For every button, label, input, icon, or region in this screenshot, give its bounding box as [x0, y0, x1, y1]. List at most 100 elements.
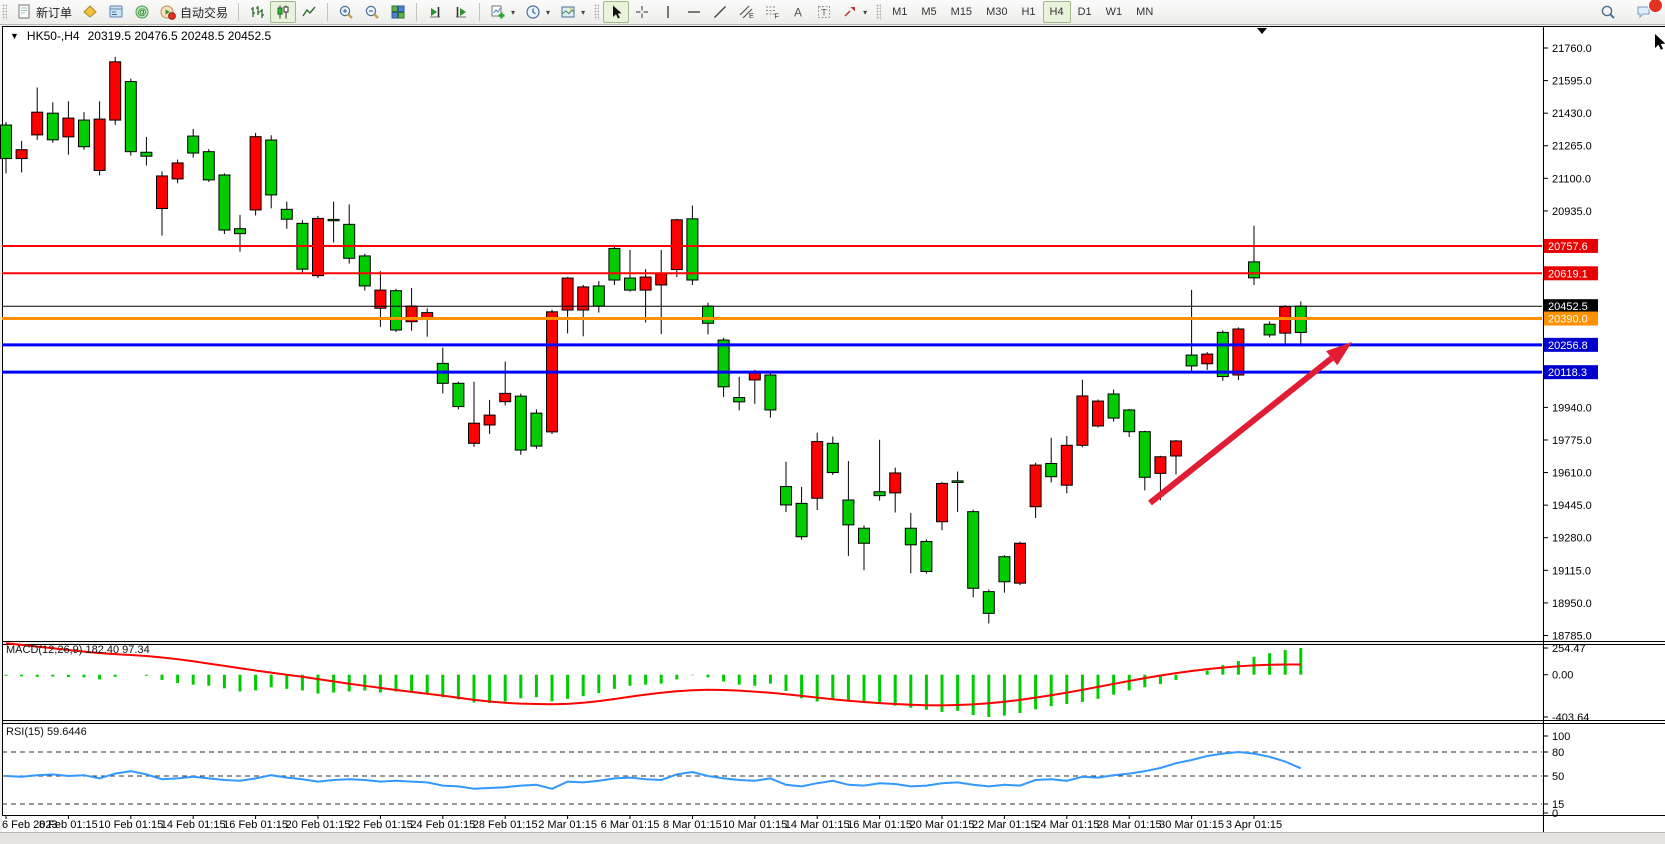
- candle-24: [374, 289, 387, 309]
- shift-group: [420, 0, 476, 24]
- timeframe-h4-button[interactable]: H4: [1042, 1, 1071, 23]
- one-click-trading-toggle[interactable]: ▼: [10, 31, 19, 41]
- auto-scroll-button[interactable]: [422, 1, 448, 23]
- chart-shift-marker[interactable]: [1257, 28, 1267, 34]
- line-chart-button[interactable]: [296, 1, 322, 23]
- rsi-scale-0: 100: [1552, 731, 1570, 743]
- timeframe-m30-button[interactable]: M30: [986, 6, 1008, 18]
- candle-55: [858, 527, 870, 544]
- indicators-button[interactable]: ▾: [485, 1, 520, 23]
- rsi-pane[interactable]: [2, 723, 1542, 815]
- rsi-name: RSI(15): [6, 726, 44, 738]
- timeframe-m5-button[interactable]: M5: [921, 6, 937, 18]
- candle-30: [468, 422, 480, 444]
- price-tick-10: 19280.0: [1552, 533, 1592, 545]
- line-label-box-3: [1544, 311, 1598, 326]
- cursor-button[interactable]: [603, 1, 630, 23]
- candle-73: [1138, 431, 1151, 478]
- toolbar-drag-handle[interactable]: [876, 4, 882, 20]
- autotrade-button-label: 自动交易: [180, 5, 229, 20]
- vertical-line-button[interactable]: [655, 1, 681, 23]
- chart-shift-button[interactable]: [448, 1, 474, 23]
- timeframe-m1-button[interactable]: M1: [892, 6, 908, 18]
- channel-button[interactable]: E: [733, 1, 759, 23]
- candle-67: [1045, 462, 1058, 478]
- line-label-1: 20619.1: [1548, 268, 1588, 280]
- price-tick-13: 18785.0: [1552, 630, 1592, 642]
- candle-14: [218, 174, 231, 231]
- price-scale-column[interactable]: [1544, 26, 1665, 832]
- rsi-scale-3: 15: [1552, 799, 1564, 811]
- price-scale-labels[interactable]: 21760.0 21595.0 21430.0 21265.0 21100.0 20935…: [1543, 43, 1598, 820]
- fibonacci-button[interactable]: F: [759, 1, 785, 23]
- label-button[interactable]: T: [811, 1, 837, 23]
- periods-button[interactable]: ▾: [520, 1, 555, 23]
- autotrade-button[interactable]: 自动交易: [155, 1, 233, 23]
- search-button[interactable]: [1595, 1, 1621, 23]
- main-chart-pane[interactable]: [2, 26, 1542, 641]
- candle-64: [998, 556, 1011, 583]
- toolbar-drag-handle[interactable]: [594, 4, 600, 20]
- templates-button[interactable]: ▾: [555, 1, 590, 23]
- candle-75: [1170, 440, 1182, 457]
- dropdown-caret-icon: ▾: [511, 7, 516, 17]
- market-watch-button[interactable]: [103, 1, 129, 23]
- macd-series: [4, 642, 1303, 717]
- price-tick-3: 21265.0: [1552, 141, 1592, 153]
- timeframe-w1-button[interactable]: W1: [1105, 6, 1123, 18]
- macd-pane[interactable]: [2, 644, 1542, 720]
- time-label-10: 6 Mar 01:15: [601, 819, 660, 831]
- rsi-scale-2: 50: [1552, 771, 1564, 783]
- trend-arrow-annotation[interactable]: [1148, 342, 1352, 506]
- timeframe-h1-button[interactable]: H1: [1021, 6, 1036, 18]
- candle-74: [1154, 456, 1167, 474]
- timeframe-d1-button[interactable]: D1: [1077, 6, 1092, 18]
- text-a-icon: A: [794, 6, 802, 20]
- chart-profile-button[interactable]: [77, 1, 103, 23]
- horizontal-lines[interactable]: [2, 244, 1542, 374]
- horizontal-line-button[interactable]: [681, 1, 707, 23]
- time-label-0: 6 Feb 2023: [2, 819, 58, 831]
- text-button[interactable]: A: [785, 1, 811, 23]
- rsi-line: [5, 750, 1302, 790]
- arrows-button[interactable]: ▾: [837, 1, 872, 23]
- toolbar-drag-handle[interactable]: [2, 4, 7, 20]
- chart-shift-icon: [456, 7, 467, 18]
- svg-text:A: A: [794, 6, 802, 20]
- candle-81: [1263, 323, 1276, 336]
- clock-icon: [526, 5, 540, 19]
- bar-chart-button[interactable]: [244, 1, 270, 23]
- toolbar-right-group: [1595, 0, 1665, 23]
- timeframe-m15-button[interactable]: M15: [950, 6, 973, 18]
- new-order-button[interactable]: 新订单: [11, 1, 77, 23]
- timeframe-mn-button[interactable]: MN: [1136, 6, 1154, 18]
- time-axis-strip[interactable]: [2, 815, 1542, 832]
- trendline-button[interactable]: [707, 1, 733, 23]
- candle-21: [327, 218, 340, 222]
- candle-25: [390, 290, 402, 331]
- line-label-4: 20256.8: [1548, 340, 1588, 352]
- candlestick-button[interactable]: [270, 1, 297, 23]
- candle-70: [1092, 400, 1104, 427]
- toolbar-separator: [238, 3, 240, 21]
- chart-symbol-period: HK50-,H4: [26, 29, 80, 43]
- zoom-in-button[interactable]: [333, 1, 359, 23]
- community-button[interactable]: @: [129, 1, 155, 23]
- tile-windows-button[interactable]: [385, 1, 411, 23]
- chart-title-bar: ▼ HK50-,H4 20319.5 20476.5 20248.5 20452…: [10, 29, 271, 43]
- line-label-3: 20390.0: [1548, 314, 1588, 326]
- candle-68: [1060, 444, 1073, 486]
- macd-signal-line: [5, 642, 1301, 707]
- line-chart-icon: [302, 6, 316, 17]
- zoom-out-button[interactable]: [359, 1, 385, 23]
- notifications-button[interactable]: [1631, 0, 1663, 23]
- crosshair-button[interactable]: [629, 1, 655, 23]
- line-label-2: 20452.5: [1548, 301, 1588, 313]
- rsi-scale-1: 80: [1552, 747, 1564, 759]
- candle-12: [187, 135, 200, 154]
- timeframes-group: M1 M5 M15 M30 H1 H4 D1 W1 MN: [883, 0, 1162, 24]
- candle-34: [530, 412, 543, 447]
